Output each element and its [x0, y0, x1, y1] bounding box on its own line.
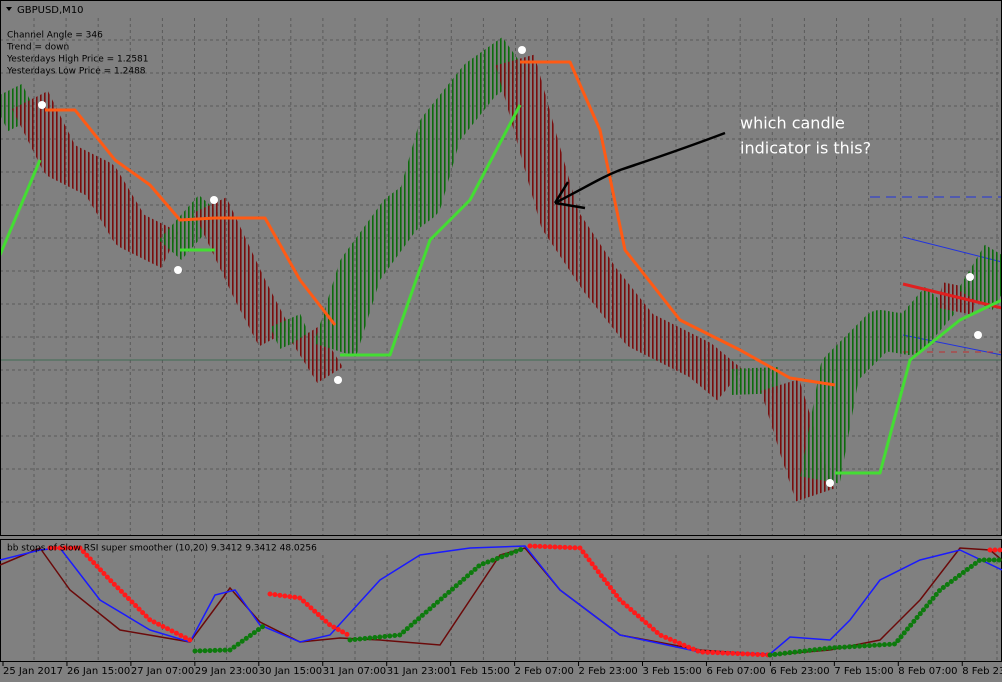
- time-label: 29 Jan 23:00: [195, 666, 258, 677]
- menu-arrow[interactable]: [6, 7, 12, 11]
- info-line: Yesterdays High Price = 1.2581: [6, 55, 149, 65]
- time-label: 2 Feb 07:00: [515, 666, 574, 677]
- time-label: 8 Feb 23:: [962, 666, 1002, 677]
- indicator-dots: [47, 543, 1002, 658]
- time-label: 30 Jan 15:00: [259, 666, 322, 677]
- time-label: 7 Feb 15:00: [834, 666, 893, 677]
- window-title: GBPUSD,M10: [17, 5, 84, 16]
- info-line: Channel Angle = 346: [7, 31, 103, 41]
- candles: [0, 37, 1002, 502]
- time-label: 6 Feb 23:00: [770, 666, 829, 677]
- time-axis: 25 Jan 2017 26 Jan 15:00 27 Jan 07:00 29 Ja…: [2, 662, 1002, 677]
- time-label: 2 Feb 23:00: [579, 666, 638, 677]
- time-label: 25 Jan 2017: [3, 666, 63, 677]
- time-label: 27 Jan 07:00: [131, 666, 194, 677]
- time-label: 8 Feb 07:00: [898, 666, 957, 677]
- info-line: Trend = down: [6, 43, 69, 53]
- time-label: 6 Feb 07:00: [706, 666, 765, 677]
- annotation-arrow: [553, 131, 726, 210]
- time-label: 31 Jan 23:00: [387, 666, 450, 677]
- stop-lines: [0, 60, 1002, 475]
- time-label: 31 Jan 07:00: [323, 666, 386, 677]
- indicator-lines: [0, 545, 1002, 656]
- signal-dots: [38, 46, 982, 487]
- annotation-text: which candle: [740, 114, 845, 133]
- annotation-text: indicator is this?: [740, 139, 871, 158]
- info-line: Yesterdays Low Price = 1.2488: [6, 67, 146, 77]
- time-label: 3 Feb 15:00: [643, 666, 702, 677]
- time-label: 1 Feb 15:00: [451, 666, 510, 677]
- indicator-label: bb stops of Slow RSI super smoother (10,…: [7, 544, 317, 554]
- time-label: 26 Jan 15:00: [67, 666, 130, 677]
- channel-line: [902, 282, 1002, 310]
